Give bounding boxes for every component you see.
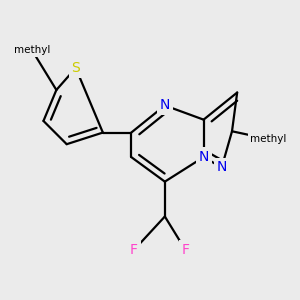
Text: F: F bbox=[182, 243, 190, 257]
Text: N: N bbox=[160, 98, 170, 112]
Text: F: F bbox=[130, 243, 138, 257]
Text: methyl: methyl bbox=[250, 134, 286, 144]
Text: N: N bbox=[198, 150, 209, 164]
Text: S: S bbox=[71, 61, 80, 75]
Text: methyl: methyl bbox=[14, 45, 50, 55]
Text: N: N bbox=[217, 160, 227, 174]
